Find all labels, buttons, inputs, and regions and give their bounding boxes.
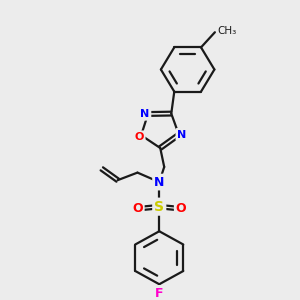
Text: N: N (154, 176, 164, 189)
Text: O: O (176, 202, 186, 215)
Text: F: F (155, 287, 164, 300)
Text: N: N (177, 130, 187, 140)
Text: O: O (132, 202, 143, 215)
Text: O: O (134, 132, 144, 142)
Text: CH₃: CH₃ (218, 26, 237, 36)
Text: S: S (154, 200, 164, 214)
Text: N: N (140, 109, 150, 119)
